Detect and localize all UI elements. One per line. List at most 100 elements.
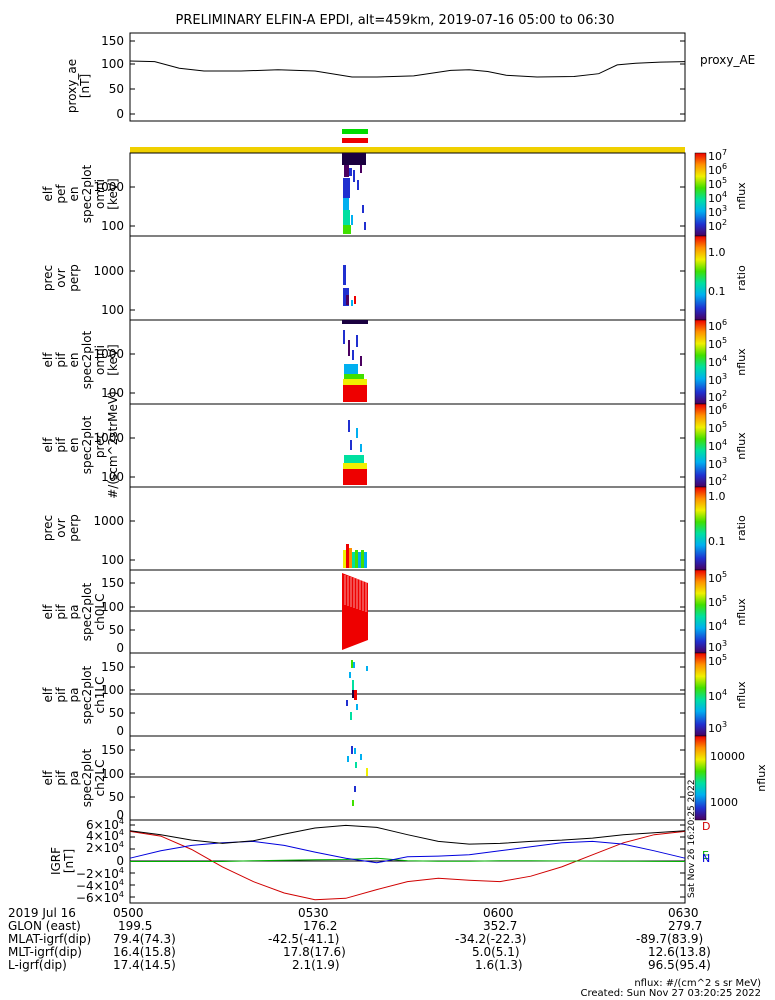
- heatmap-cell: [343, 379, 367, 385]
- heatmap-cell: [344, 165, 349, 177]
- colorbar: [694, 235, 707, 321]
- ytick-marks: [130, 270, 685, 311]
- pif-prec-panel: elf pif en spec2plot prec #/(scm^2strMeV…: [41, 391, 748, 499]
- heatmap-cell: [353, 170, 355, 182]
- heatmap-cell: [360, 754, 362, 760]
- ch1lc-heatmap: [346, 660, 368, 720]
- heatmap-cell: [343, 178, 350, 198]
- heatmap-cell: [342, 153, 366, 165]
- ylabel-line: [keV]: [106, 344, 120, 375]
- ytick-label: 150: [101, 576, 124, 590]
- ytick-marks: [130, 749, 685, 798]
- ylabel-line: pa: [67, 605, 81, 620]
- ytick-label: 1000: [93, 180, 124, 194]
- ylabel-line: pif: [54, 437, 68, 453]
- ch2lc-heatmap: [347, 746, 368, 806]
- ylabel-line: prec: [93, 432, 107, 458]
- igrf-legend-e: E: [702, 849, 709, 862]
- heatmap-cell: [352, 800, 354, 806]
- colorbar-tick: 103: [708, 204, 727, 219]
- pif-prec-heatmap: [343, 420, 367, 485]
- ylabel-line: #/(scm^2strMeV): [106, 391, 120, 499]
- ytick-label: 100: [101, 767, 124, 781]
- ylabel: prec ovr perp: [41, 264, 81, 292]
- heatmap-cell: [352, 690, 354, 698]
- colorbar-label: nflux: [735, 681, 748, 709]
- pif-omni-heatmap: [342, 320, 368, 402]
- heatmap-cell: [351, 300, 353, 306]
- heatmap-cell: [351, 660, 353, 668]
- prec-ratio-heatmap: [343, 265, 356, 306]
- ytick-label: −4×104: [76, 878, 124, 893]
- colorbar-tick: 10000: [710, 750, 745, 763]
- colorbar-tick: 1.0: [708, 246, 726, 259]
- colorbar-tick: 1000: [710, 796, 738, 809]
- heatmap-cell: [355, 550, 358, 568]
- colorbar: [694, 569, 707, 654]
- row-value: 0600: [483, 906, 514, 920]
- igrf-line-n: [129, 840, 686, 864]
- ytick-marks: [130, 186, 685, 227]
- ylabel-line: pif: [54, 770, 68, 786]
- heatmap-cell: [350, 440, 352, 450]
- colorbar-tick: 106: [708, 402, 727, 417]
- heatmap-cell: [350, 712, 352, 720]
- ylabel-line: elf: [41, 437, 55, 453]
- ylabel: elf pif en spec2plot omni [keV]: [41, 330, 120, 389]
- row-label: 2019 Jul 16: [8, 906, 76, 920]
- pa-ch1lc-panel: elf pif pa spec2plot ch1LC 150 100 50 0 …: [41, 652, 748, 738]
- units-note: nflux: #/(cm^2 s sr MeV): [634, 978, 761, 989]
- ytick-label: 150: [101, 660, 124, 674]
- ylabel-line: en: [67, 438, 81, 453]
- proxy-ae-ytick-marks: [130, 40, 685, 115]
- ylabel: elf pif pa spec2plot ch2LC: [41, 748, 107, 807]
- ylabel-line: ch0LC: [93, 594, 107, 631]
- colorbar: [694, 652, 707, 737]
- ytick-label: 1000: [93, 264, 124, 278]
- proxy-ae-legend: proxy_AE: [700, 53, 755, 67]
- ylabel: elf pif en spec2plot prec #/(scm^2strMeV…: [41, 391, 120, 499]
- heatmap-cell: [360, 165, 362, 173]
- ylabel-line: spec2plot: [80, 164, 94, 223]
- heatmap-cell: [343, 550, 346, 568]
- heatmap-cell: [360, 444, 362, 452]
- heatmap-cell: [354, 786, 356, 792]
- chart-title: PRELIMINARY ELFIN-A EPDI, alt=459km, 201…: [176, 13, 615, 28]
- ylabel: elf pif pa spec2plot ch1LC: [41, 665, 107, 724]
- ytick-label: 100: [101, 600, 124, 614]
- colorbar-tick: 107: [708, 148, 727, 163]
- ion-ratio-heatmap: [343, 544, 367, 568]
- heatmap-cell: [346, 700, 348, 706]
- ylabel-line: spec2plot: [80, 665, 94, 724]
- colorbar-tick: 103: [708, 639, 727, 654]
- heatmap-cell: [343, 469, 367, 485]
- heatmap-cell: [346, 295, 349, 305]
- row-value: -89.7(83.9): [636, 932, 704, 946]
- ylabel-line: en: [67, 187, 81, 202]
- ytick-label: 1000: [93, 347, 124, 361]
- heatmap-cell: [351, 215, 353, 225]
- ylabel-line: spec2plot: [80, 415, 94, 474]
- colorbar-tick: 0.1: [708, 285, 726, 298]
- ylabel-line: elf: [41, 604, 55, 620]
- proxy-ae-panel: proxy_ae [nT] 150 100 50 0 proxy_AE: [65, 32, 755, 122]
- colorbar-tick: 103: [708, 372, 727, 387]
- heatmap-cell: [351, 746, 353, 754]
- ylabel-line: elf: [41, 687, 55, 703]
- ylabel-line: perp: [67, 264, 81, 292]
- ylabel-line: perp: [67, 514, 81, 542]
- heatmap-cell: [360, 356, 362, 366]
- ytick-label: 150: [101, 743, 124, 757]
- heatmap-cell: [343, 225, 351, 234]
- ylabel-line: [keV]: [106, 178, 120, 209]
- status-yellow-bar: [130, 147, 685, 153]
- ytick-marks: [130, 520, 685, 561]
- heatmap-cell: [354, 748, 356, 754]
- colorbar: [694, 152, 707, 237]
- heatmap-cell: [343, 385, 367, 402]
- ytick-label: 150: [101, 34, 124, 48]
- heatmap-cell: [344, 455, 364, 463]
- ylabel-line: pif: [54, 604, 68, 620]
- heatmap-block: [342, 573, 368, 650]
